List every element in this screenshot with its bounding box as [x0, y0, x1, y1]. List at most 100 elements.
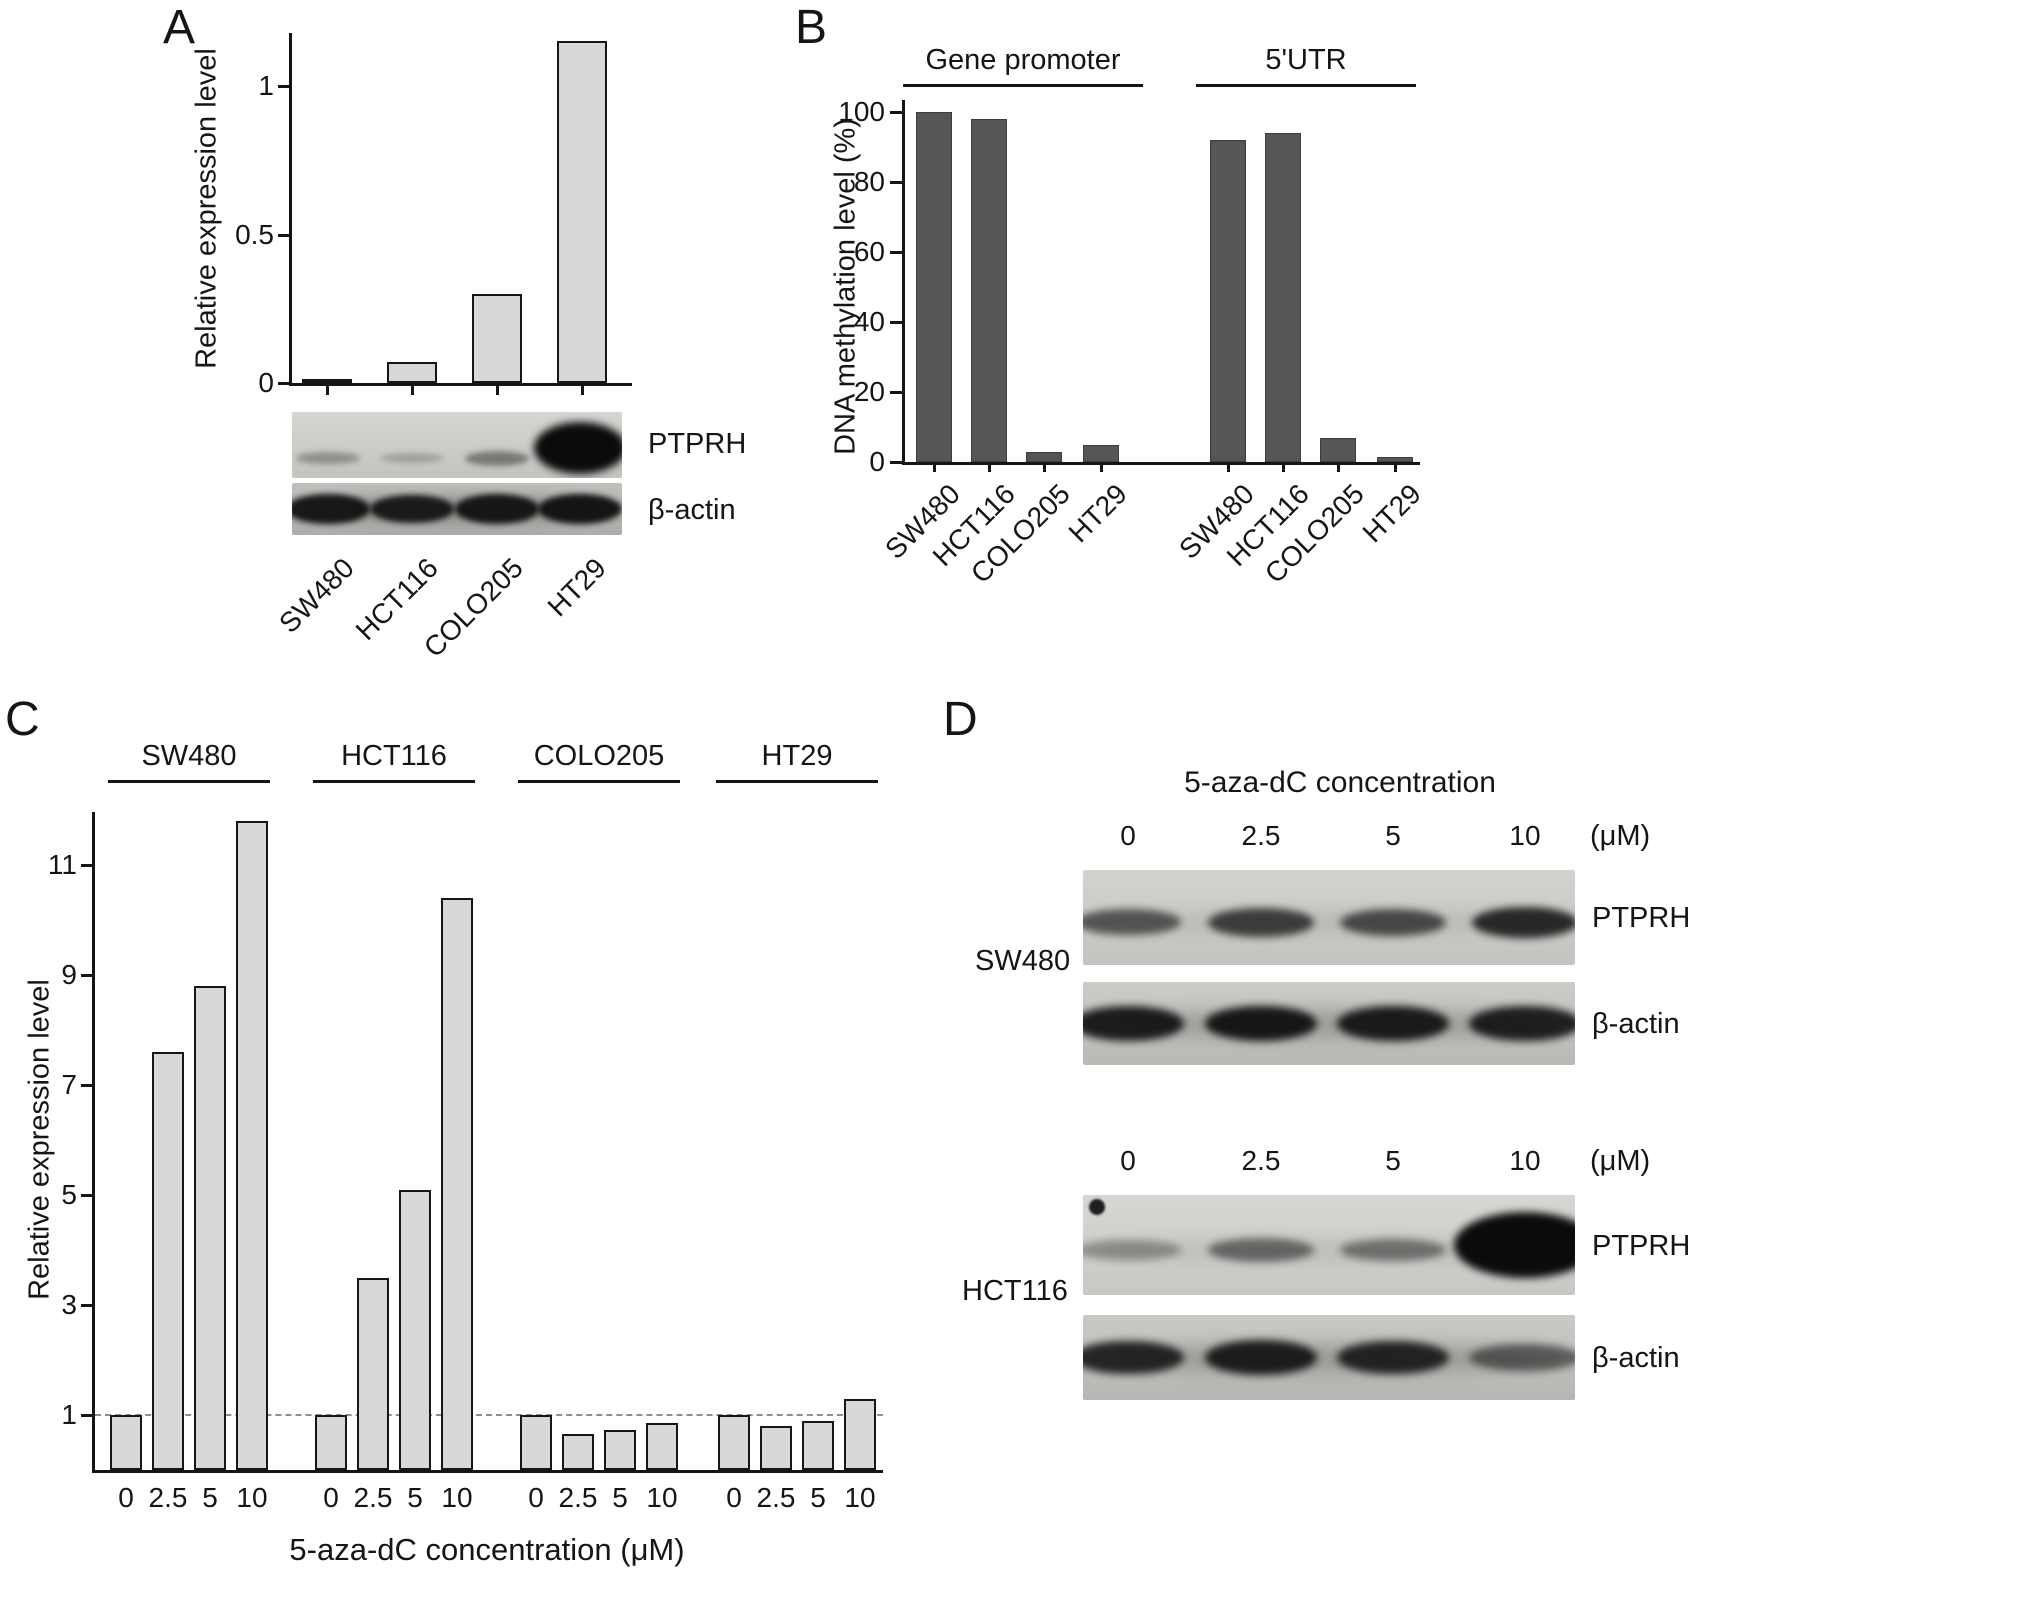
panel-b-y-axis	[902, 100, 905, 465]
panel-c-y-axis	[92, 812, 95, 1473]
panel-c-x-tick-label: 2.5	[148, 1482, 188, 1513]
panel-d-title: 5-aza-dC concentration	[1184, 766, 1496, 799]
panel-c-x-tick-label: 10	[646, 1482, 678, 1513]
panel-b-y-tick-label: 100	[838, 96, 885, 127]
blot-band	[1083, 1006, 1184, 1041]
panel-c-bar	[399, 1189, 431, 1470]
panel-b-y-tick-label: 0	[869, 446, 885, 477]
blot-band	[370, 494, 454, 524]
panel-c-group-label: SW480	[141, 740, 237, 772]
panel-b-y-tick	[890, 321, 902, 324]
panel-b-y-tick-label: 40	[853, 306, 885, 337]
panel-b-x-tick	[1394, 465, 1397, 472]
panel-c-bar	[562, 1434, 594, 1470]
panel-c-x-tick-label: 10	[236, 1482, 268, 1513]
panel-a-x-axis	[289, 383, 632, 386]
panel-b-bar	[1377, 456, 1413, 462]
panel-d-lane-label: 2.5	[1241, 1145, 1281, 1176]
panel-c-x-tick-label: 10	[844, 1482, 876, 1513]
panel-d-set1-actin-label: β-actin	[1592, 1008, 1680, 1040]
panel-a-y-tick-label: 0.5	[235, 218, 274, 250]
panel-b-y-tick-label: 60	[853, 236, 885, 267]
panel-b-y-tick	[890, 391, 902, 394]
blot-band	[465, 450, 529, 466]
panel-c-x-tick-label: 2.5	[558, 1482, 598, 1513]
panel-b-bar	[1210, 140, 1246, 462]
panel-c-x-tick-label: 0	[528, 1482, 544, 1513]
panel-a-y-tick	[278, 382, 289, 385]
panel-c-y-tick	[81, 1304, 92, 1307]
panel-c-reference-line	[95, 1414, 883, 1416]
panel-c-y-tick	[81, 864, 92, 867]
panel-c-bar	[194, 986, 226, 1470]
panel-b-y-tick	[890, 111, 902, 114]
panel-d-set2-ptprh-label: PTPRH	[1592, 1230, 1691, 1262]
panel-a-actin-blot	[292, 483, 622, 535]
panel-b-x-tick	[1282, 465, 1285, 472]
panel-b-x-tick	[933, 465, 936, 472]
panel-b-group-header-promoter: Gene promoter	[925, 44, 1121, 76]
panel-a-y-tick-label: 1	[258, 70, 274, 101]
panel-a-bar	[302, 379, 352, 383]
panel-d-lane-label: 10	[1509, 1145, 1541, 1176]
panel-c-x-tick-label: 5	[810, 1482, 826, 1513]
panel-c-bar	[646, 1423, 678, 1470]
panel-a-y-axis	[289, 33, 292, 386]
panel-b-bar	[1320, 437, 1356, 462]
blot-band	[1472, 906, 1575, 938]
blot-band	[380, 452, 444, 464]
panel-c-y-tick	[81, 974, 92, 977]
panel-c-bar	[604, 1430, 636, 1470]
panel-c-x-tick-label: 0	[323, 1482, 339, 1513]
panel-c-bar	[802, 1420, 834, 1470]
panel-c-bar	[844, 1398, 876, 1470]
panel-b-x-tick	[1227, 465, 1230, 472]
panel-c-y-tick-label: 7	[61, 1069, 77, 1100]
panel-c-y-tick-label: 9	[61, 959, 77, 990]
panel-a-y-tick	[278, 85, 289, 88]
panel-d-lane-label: 5	[1385, 820, 1401, 851]
panel-d-sw480-ptprh-blot	[1083, 870, 1575, 965]
blot-band	[1083, 1340, 1184, 1375]
panel-c-x-tick-label: 0	[726, 1482, 742, 1513]
blot-band	[1083, 909, 1181, 936]
panel-b-x-tick	[1100, 465, 1103, 472]
blot-band	[1469, 1343, 1575, 1372]
panel-b-x-tick	[1043, 465, 1046, 472]
panel-c-group-label: HCT116	[341, 740, 447, 772]
panel-c-bar	[520, 1415, 552, 1470]
panel-a-x-tick	[326, 386, 329, 395]
panel-b-y-tick	[890, 461, 902, 464]
panel-c-group-label: COLO205	[533, 740, 665, 772]
blot-band	[1454, 1212, 1575, 1278]
panel-d-hct116-label: HCT116	[962, 1275, 1068, 1307]
blot-band	[296, 451, 360, 465]
panel-b-bar	[1265, 133, 1301, 462]
panel-c-y-tick	[81, 1084, 92, 1087]
panel-c-x-tick-label: 2.5	[756, 1482, 796, 1513]
blot-band	[1208, 1238, 1314, 1262]
blot-band	[1083, 1240, 1181, 1260]
panel-d-lane-label: 0	[1120, 820, 1136, 851]
panel-c-bar	[236, 821, 268, 1470]
panel-c-y-tick-label: 5	[61, 1179, 77, 1210]
panel-c-bar	[718, 1415, 750, 1470]
panel-c-x-axis	[92, 1470, 883, 1473]
panel-a-bar	[387, 362, 437, 383]
panel-d-sw480-label: SW480	[975, 945, 1071, 977]
blot-band	[1340, 908, 1446, 936]
panel-c-x-axis-title: 5-aza-dC concentration (μM)	[289, 1532, 685, 1567]
panel-c-y-tick-label: 1	[61, 1399, 77, 1430]
panel-c-group-line	[518, 780, 680, 783]
panel-b-x-tick	[1337, 465, 1340, 472]
blot-band	[534, 422, 622, 475]
panel-c-x-tick-label: 5	[612, 1482, 628, 1513]
panel-b-bar	[916, 112, 952, 462]
panel-a-actin-label: β-actin	[648, 494, 736, 526]
panel-b-y-axis-title: DNA methylation level (%)	[829, 118, 862, 455]
panel-b-y-tick-label: 20	[853, 376, 885, 407]
panel-b-y-tick-label: 80	[853, 166, 885, 197]
panel-b-group-header-5utr: 5'UTR	[1265, 44, 1347, 76]
panel-b-y-tick	[890, 181, 902, 184]
panel-d-unit-label-2: (μM)	[1590, 1145, 1651, 1177]
